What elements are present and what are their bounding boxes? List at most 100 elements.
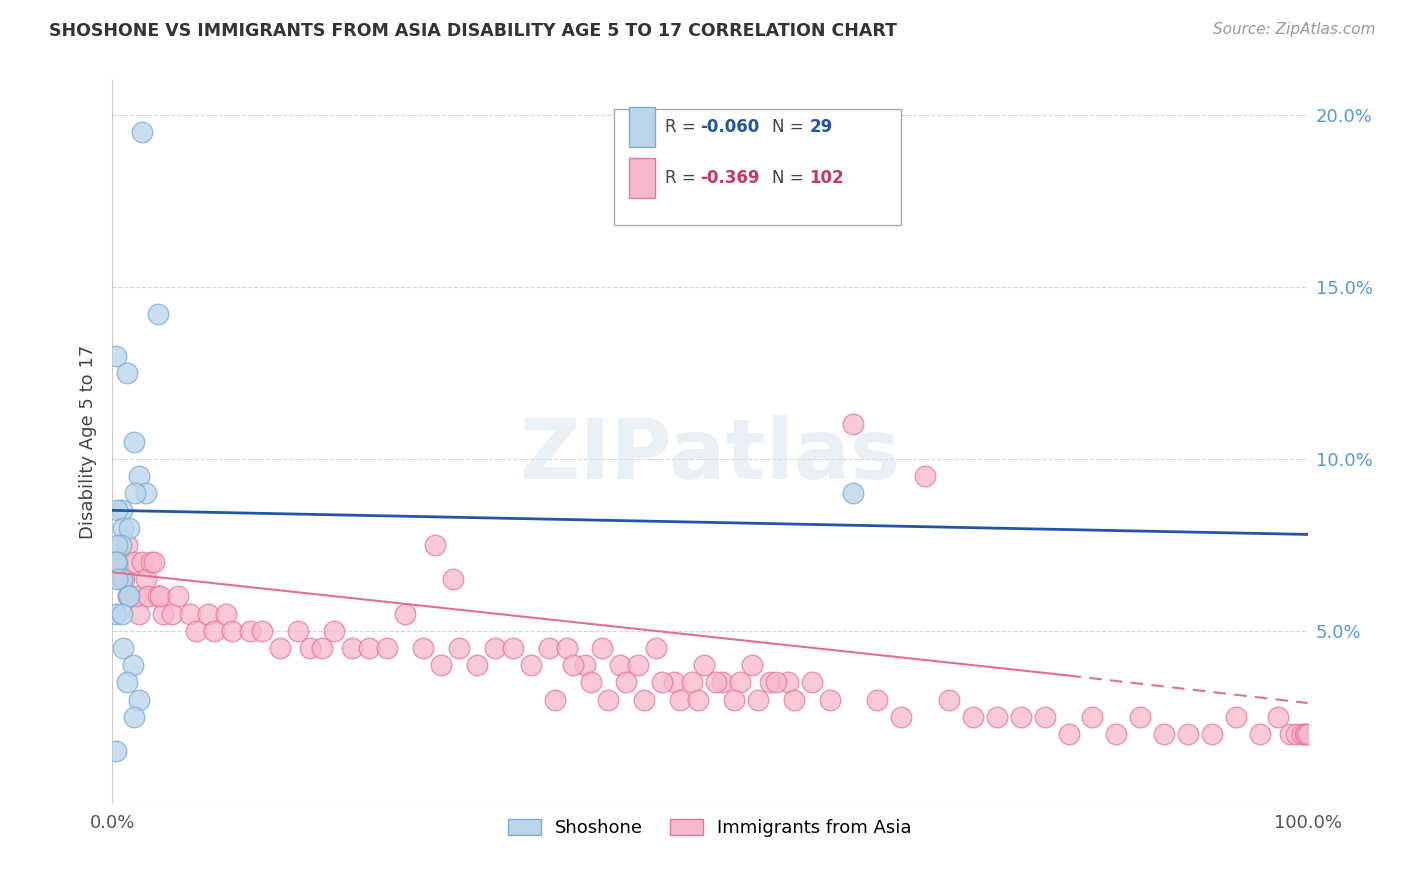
Point <box>298 640 321 655</box>
Point <box>1081 710 1104 724</box>
Point <box>627 658 650 673</box>
Point <box>135 486 157 500</box>
Point <box>1225 710 1247 724</box>
Point <box>800 675 823 690</box>
Point <box>202 624 225 638</box>
Point <box>412 640 434 655</box>
Text: Source: ZipAtlas.com: Source: ZipAtlas.com <box>1212 22 1375 37</box>
Point <box>377 640 399 655</box>
Text: 29: 29 <box>810 119 832 136</box>
Point <box>322 624 344 638</box>
Point <box>128 607 150 621</box>
Point <box>121 658 143 673</box>
Point <box>449 640 471 655</box>
Point <box>938 692 960 706</box>
Point <box>1177 727 1199 741</box>
Point <box>250 624 273 638</box>
FancyBboxPatch shape <box>614 109 901 225</box>
Point <box>651 675 673 690</box>
Point <box>143 555 166 569</box>
Point <box>122 710 145 724</box>
Point <box>1010 710 1032 724</box>
Point <box>890 710 912 724</box>
Point <box>394 607 416 621</box>
Point <box>669 692 692 706</box>
Point <box>502 640 524 655</box>
Point <box>128 469 150 483</box>
Point <box>1153 727 1175 741</box>
Point <box>111 503 134 517</box>
FancyBboxPatch shape <box>628 107 655 147</box>
Point <box>430 658 453 673</box>
Point <box>776 675 799 690</box>
Point <box>131 125 153 139</box>
Point <box>139 555 162 569</box>
Point <box>842 486 865 500</box>
Point <box>704 675 727 690</box>
Point <box>645 640 668 655</box>
Point <box>128 692 150 706</box>
Point <box>986 710 1008 724</box>
Point <box>105 744 128 758</box>
Point <box>110 538 132 552</box>
Point <box>579 675 602 690</box>
Point <box>105 555 128 569</box>
Point <box>311 640 333 655</box>
Point <box>122 434 145 449</box>
Point <box>186 624 208 638</box>
Point <box>118 590 141 604</box>
Point <box>112 520 135 534</box>
Text: 102: 102 <box>810 169 844 186</box>
Point <box>115 366 138 380</box>
Point <box>598 692 620 706</box>
Point <box>269 640 291 655</box>
Point <box>728 675 751 690</box>
Point <box>197 607 219 621</box>
Point <box>105 555 128 569</box>
Point <box>537 640 560 655</box>
Point <box>711 675 734 690</box>
Point <box>561 658 583 673</box>
Point <box>962 710 984 724</box>
Text: -0.369: -0.369 <box>700 169 761 186</box>
Point <box>221 624 243 638</box>
Point <box>111 572 134 586</box>
Point <box>105 572 128 586</box>
Point <box>115 538 138 552</box>
Point <box>1295 727 1317 741</box>
Point <box>131 555 153 569</box>
Point <box>359 640 381 655</box>
Text: R =: R = <box>665 169 700 186</box>
Point <box>616 675 638 690</box>
Point <box>842 417 865 432</box>
Text: SHOSHONE VS IMMIGRANTS FROM ASIA DISABILITY AGE 5 TO 17 CORRELATION CHART: SHOSHONE VS IMMIGRANTS FROM ASIA DISABIL… <box>49 22 897 40</box>
Point <box>633 692 655 706</box>
Point <box>105 349 128 363</box>
Point <box>111 607 134 621</box>
Y-axis label: Disability Age 5 to 17: Disability Age 5 to 17 <box>79 344 97 539</box>
Point <box>818 692 841 706</box>
Point <box>543 692 565 706</box>
Point <box>125 590 148 604</box>
Point <box>114 572 135 586</box>
Text: ZIPatlas: ZIPatlas <box>520 416 900 497</box>
Point <box>135 572 157 586</box>
Point <box>1129 710 1152 724</box>
Point <box>664 675 686 690</box>
Point <box>574 658 596 673</box>
Point <box>105 607 128 621</box>
Point <box>105 503 128 517</box>
Point <box>866 692 889 706</box>
Point <box>681 675 703 690</box>
Point <box>146 590 169 604</box>
Text: N =: N = <box>772 119 808 136</box>
Point <box>759 675 782 690</box>
Point <box>105 555 128 569</box>
Point <box>1285 727 1308 741</box>
Point <box>138 590 160 604</box>
Point <box>1105 727 1128 741</box>
Point <box>1033 710 1056 724</box>
Point <box>484 640 506 655</box>
Point <box>1278 727 1301 741</box>
Text: -0.060: -0.060 <box>700 119 759 136</box>
